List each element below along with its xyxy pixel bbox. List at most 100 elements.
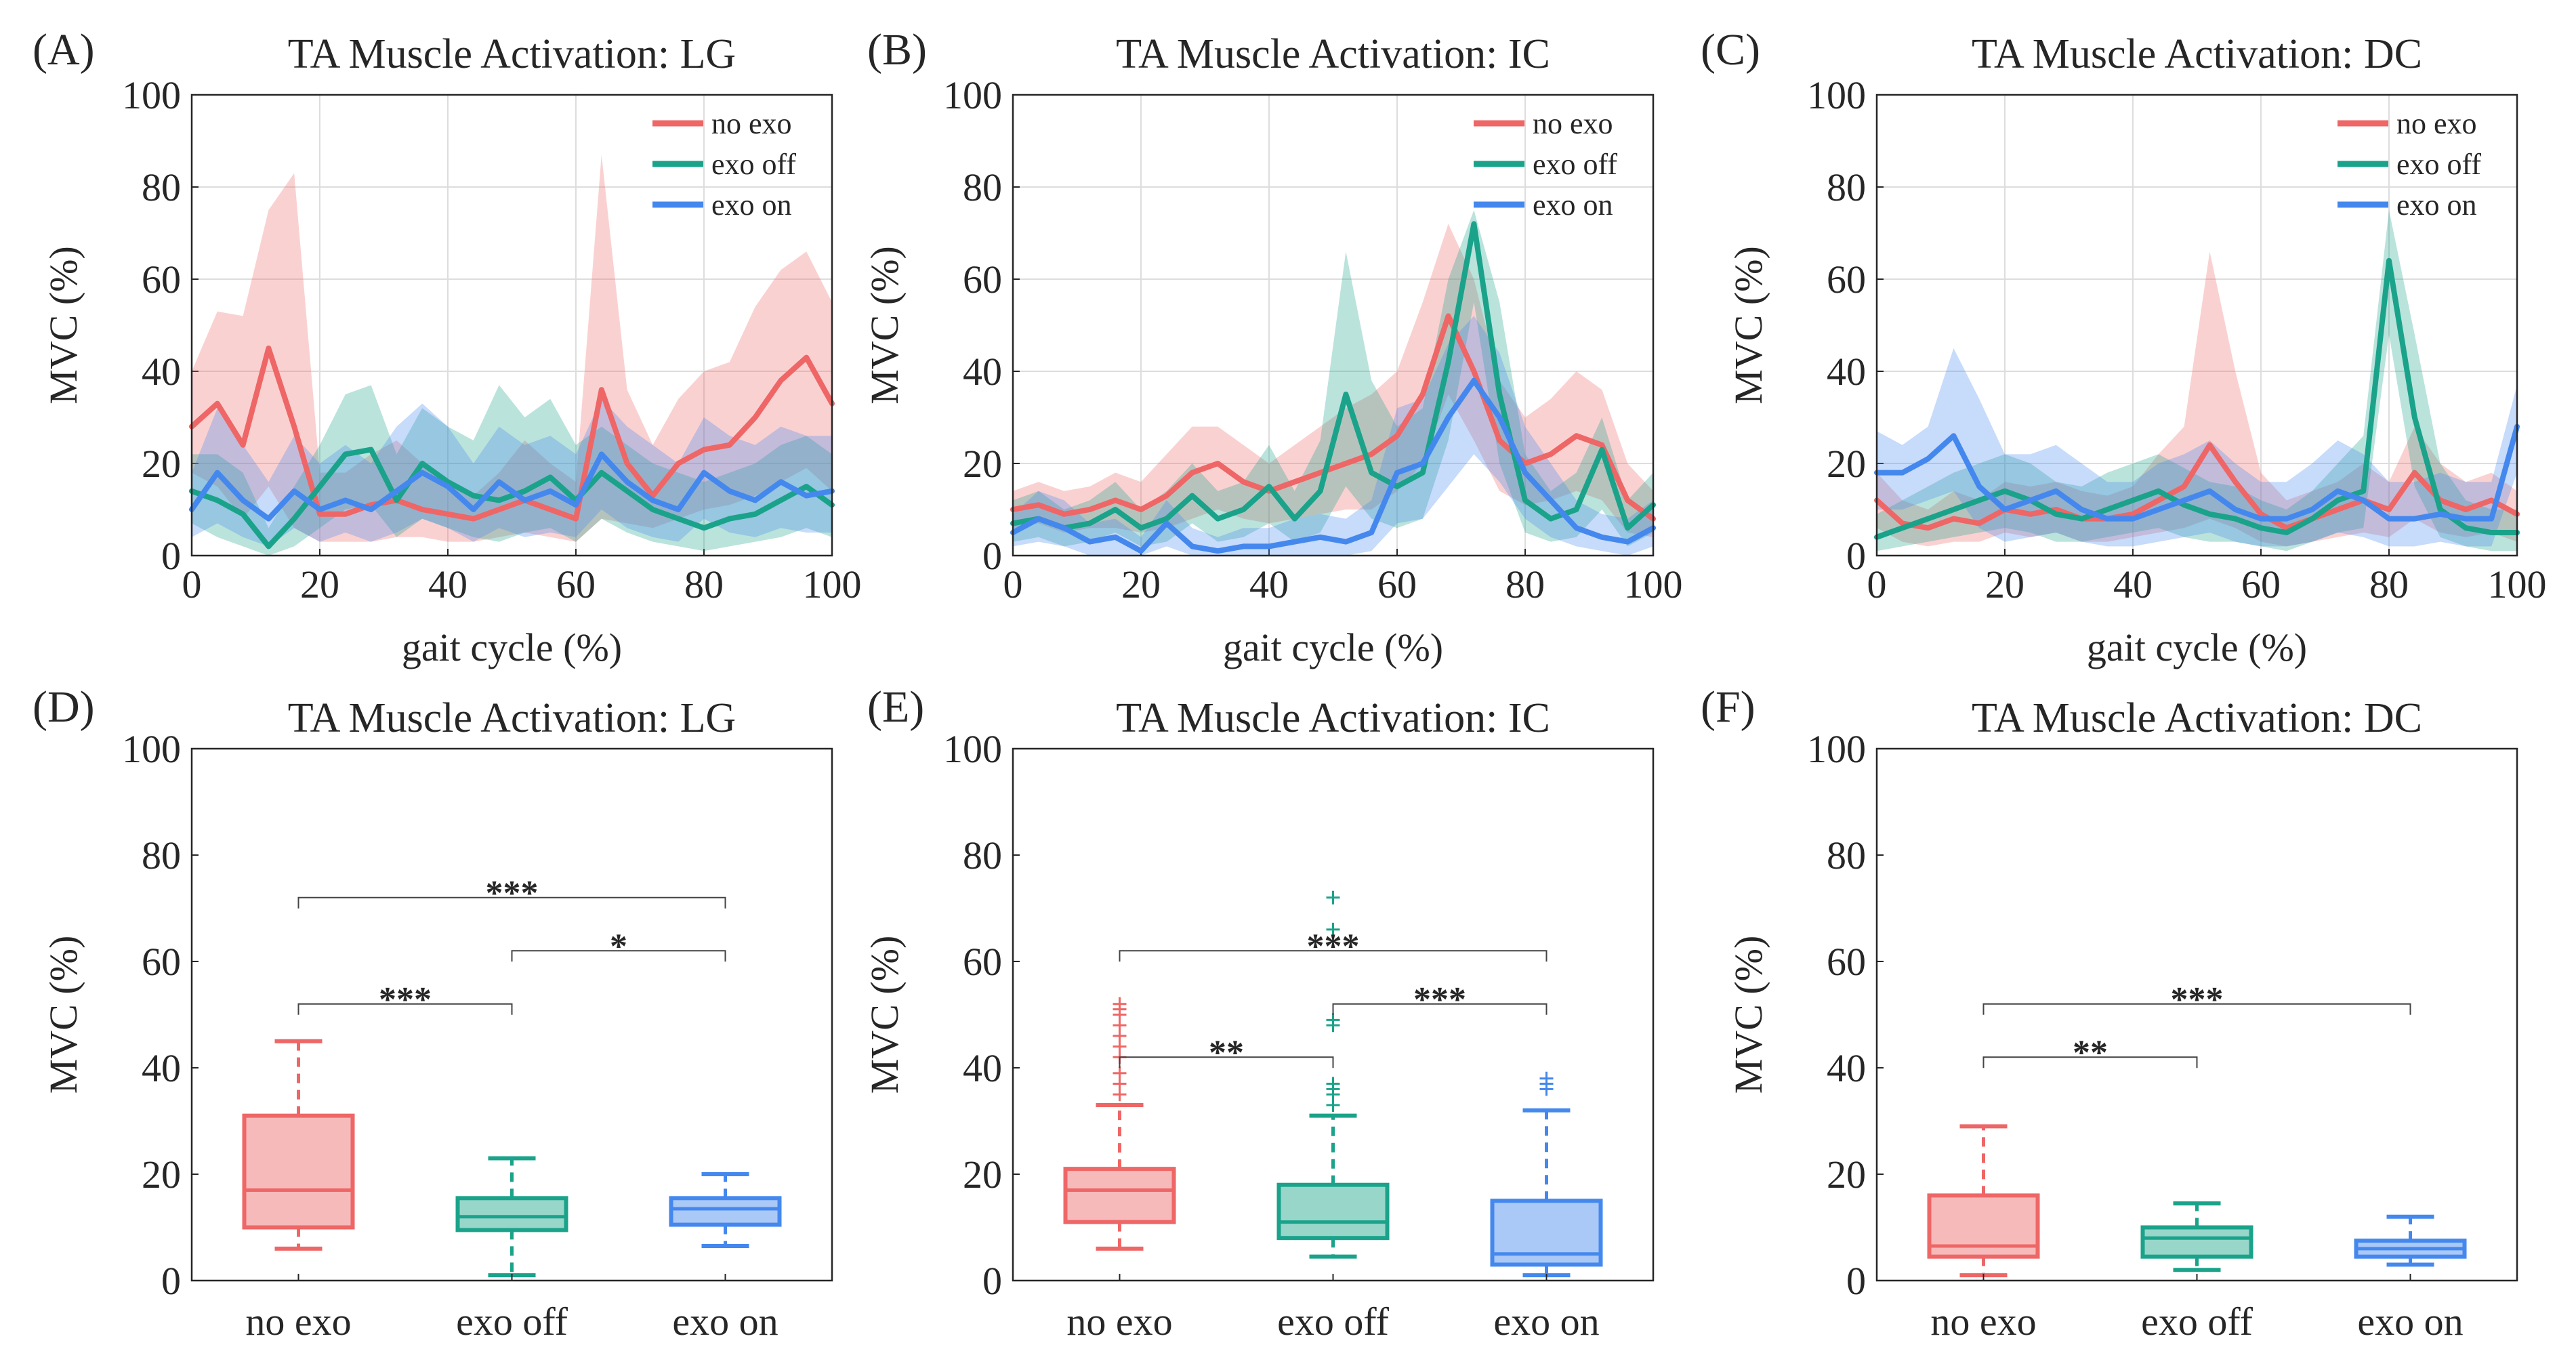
- x-tick-label: 100: [1624, 562, 1683, 606]
- axes-frame: [1012, 747, 1655, 1282]
- y-axis-label: MVC (%): [41, 936, 85, 1094]
- chart-title: TA Muscle Activation: DC: [1972, 31, 2422, 77]
- y-tick-label: 100: [122, 73, 181, 117]
- y-tick-label: 100: [1807, 727, 1866, 771]
- significance-bracket: [1982, 1003, 2411, 1015]
- y-axis-label: MVC (%): [863, 246, 907, 404]
- significance-label: ***: [2171, 980, 2224, 1019]
- axes-frame: [190, 94, 833, 557]
- axes-frame: [1875, 747, 2518, 1282]
- series-line-exo-off: [1010, 221, 1656, 531]
- legend-label: exo off: [711, 148, 796, 181]
- y-tick-label: 40: [963, 350, 1002, 394]
- significance-label: ***: [1413, 980, 1466, 1019]
- significance-bracket: [1332, 1003, 1547, 1015]
- x-tick-label: exo on: [2357, 1300, 2463, 1344]
- legend-label: no exo: [1533, 107, 1613, 140]
- y-tick-label: 80: [1827, 833, 1866, 877]
- series-line-no-exo: [1874, 442, 2520, 531]
- x-tick-label: 80: [2369, 562, 2409, 606]
- y-tick-label: 100: [122, 727, 181, 771]
- band-no-exo: [1013, 224, 1653, 537]
- y-tick-label: 80: [142, 165, 181, 209]
- box-iqr: [669, 1196, 782, 1227]
- axes-frame: [190, 747, 833, 1282]
- significance-bracket: [297, 896, 726, 909]
- x-tick-label: 60: [556, 562, 596, 606]
- x-tick-label: no exo: [1930, 1300, 2036, 1344]
- y-tick-label: 40: [1827, 350, 1866, 394]
- significance-label: ***: [486, 874, 539, 913]
- band-exo-off: [1877, 210, 2517, 552]
- y-tick-label: 20: [963, 442, 1002, 486]
- series-line-exo-off: [1874, 257, 2520, 540]
- y-tick-label: 0: [161, 534, 181, 578]
- y-tick-label: 0: [982, 534, 1002, 578]
- y-tick-label: 60: [142, 940, 181, 984]
- y-tick-label: 80: [963, 833, 1002, 877]
- chart-title: TA Muscle Activation: IC: [1116, 695, 1550, 741]
- panel-label: (D): [33, 682, 95, 732]
- band-no-exo: [1877, 251, 2517, 547]
- x-tick-label: 100: [2488, 562, 2547, 606]
- chart-title: TA Muscle Activation: DC: [1972, 695, 2422, 741]
- panel-label: (C): [1701, 25, 1760, 75]
- y-tick-label: 0: [161, 1259, 181, 1303]
- box-iqr: [1276, 1182, 1390, 1241]
- x-tick-label: 0: [1003, 562, 1023, 606]
- y-tick-label: 0: [1846, 534, 1866, 578]
- outlier-marker: [1326, 890, 1340, 905]
- x-tick-label: no exo: [245, 1300, 351, 1344]
- significance-bracket: [1119, 950, 1547, 962]
- y-tick-label: 60: [142, 257, 181, 302]
- series-line-exo-on: [1010, 377, 1656, 554]
- x-tick-label: 80: [684, 562, 724, 606]
- line-chart-panel-A: 0 20 40 60 80 100 0 20 40 60 80 100 no exo exo off exo…: [33, 25, 862, 669]
- panel-label: (B): [867, 25, 927, 75]
- significance-bracket: [1982, 1056, 2198, 1068]
- y-tick-label: 60: [963, 257, 1002, 302]
- x-tick-label: 20: [1985, 562, 2024, 606]
- outlier-marker: [1113, 1066, 1127, 1080]
- line-chart-panel-C: 0 20 40 60 80 100 0 20 40 60 80 100 no exo exo off exo…: [1701, 25, 2547, 669]
- y-tick-label: 40: [963, 1046, 1002, 1090]
- legend-label: exo off: [2396, 148, 2481, 181]
- chart-title: TA Muscle Activation: LG: [288, 695, 736, 741]
- outlier-marker: [1539, 1071, 1554, 1085]
- legend-label: exo off: [1533, 148, 1617, 181]
- series-line-no-exo: [1010, 313, 1656, 522]
- x-tick-label: exo off: [456, 1300, 568, 1344]
- y-tick-label: 100: [1807, 73, 1866, 117]
- box-iqr: [242, 1113, 355, 1230]
- y-tick-label: 40: [142, 350, 181, 394]
- x-axis-label: gait cycle (%): [1223, 625, 1443, 669]
- x-tick-label: 20: [300, 562, 339, 606]
- significance-label: **: [1209, 1033, 1244, 1072]
- x-tick-label: 60: [1377, 562, 1417, 606]
- x-tick-label: 0: [182, 562, 202, 606]
- y-tick-label: 80: [142, 833, 181, 877]
- band-exo-on: [1013, 316, 1653, 556]
- legend-label: no exo: [711, 107, 792, 140]
- x-tick-label: 80: [1505, 562, 1545, 606]
- y-axis-label: MVC (%): [1726, 936, 1770, 1094]
- significance-bracket: [297, 1003, 513, 1015]
- line-chart-panel-B: 0 20 40 60 80 100 0 20 40 60 80 100 no exo exo off exo…: [863, 25, 1683, 669]
- outlier-marker: [1326, 1013, 1340, 1027]
- x-tick-label: exo on: [1493, 1300, 1599, 1344]
- y-tick-label: 20: [1827, 442, 1866, 486]
- outlier-marker: [1113, 997, 1127, 1011]
- y-tick-label: 20: [142, 1153, 181, 1197]
- panel-label: (A): [33, 25, 95, 75]
- y-axis-label: MVC (%): [863, 936, 907, 1094]
- significance-label: *: [610, 927, 627, 966]
- y-tick-label: 40: [1827, 1046, 1866, 1090]
- x-tick-label: 40: [428, 562, 468, 606]
- y-tick-label: 20: [1827, 1153, 1866, 1197]
- y-tick-label: 80: [1827, 165, 1866, 209]
- panel-label: (F): [1701, 682, 1756, 732]
- chart-title: TA Muscle Activation: LG: [288, 31, 736, 77]
